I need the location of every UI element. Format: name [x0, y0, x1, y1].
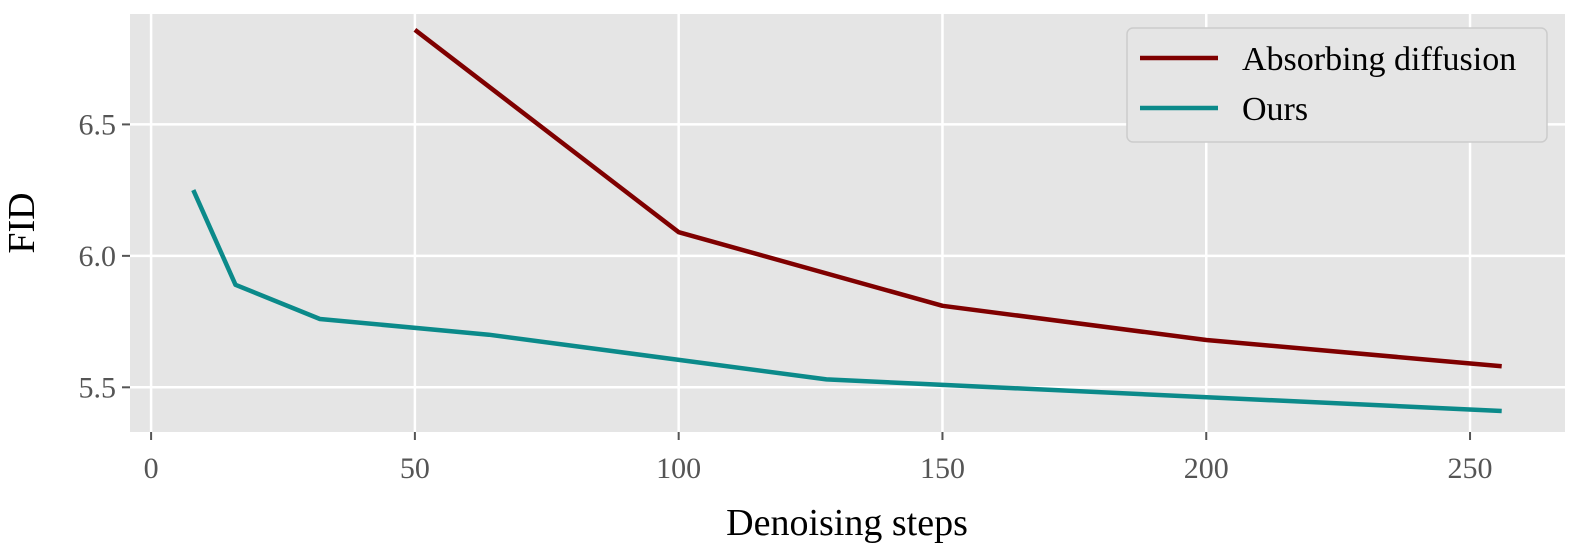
legend-label-ours: Ours	[1242, 91, 1308, 128]
legend-box	[1126, 27, 1548, 143]
y-tick-label: 6.0	[79, 240, 117, 273]
x-tick-label: 0	[144, 452, 159, 485]
y-axis-label: FID	[1, 192, 43, 253]
x-tick-label: 200	[1184, 452, 1229, 485]
legend: Absorbing diffusion Ours	[1126, 27, 1548, 143]
series-line-ours	[191, 189, 1502, 414]
series-line-absorbing-diffusion	[413, 28, 1502, 369]
y-tick-label: 5.5	[79, 371, 117, 404]
x-tick-label: 150	[920, 452, 965, 485]
x-tick-label: 250	[1448, 452, 1493, 485]
series-layer	[191, 28, 1502, 414]
axis-ticks: 0 50 100 150 200 250 5.5 6.0 6.5	[79, 108, 1493, 485]
x-tick-label: 50	[400, 452, 430, 485]
x-axis-label: Denoising steps	[726, 502, 968, 544]
legend-label-absorbing-diffusion: Absorbing diffusion	[1242, 41, 1516, 78]
x-tick-label: 100	[656, 452, 701, 485]
y-tick-label: 6.5	[79, 108, 117, 141]
